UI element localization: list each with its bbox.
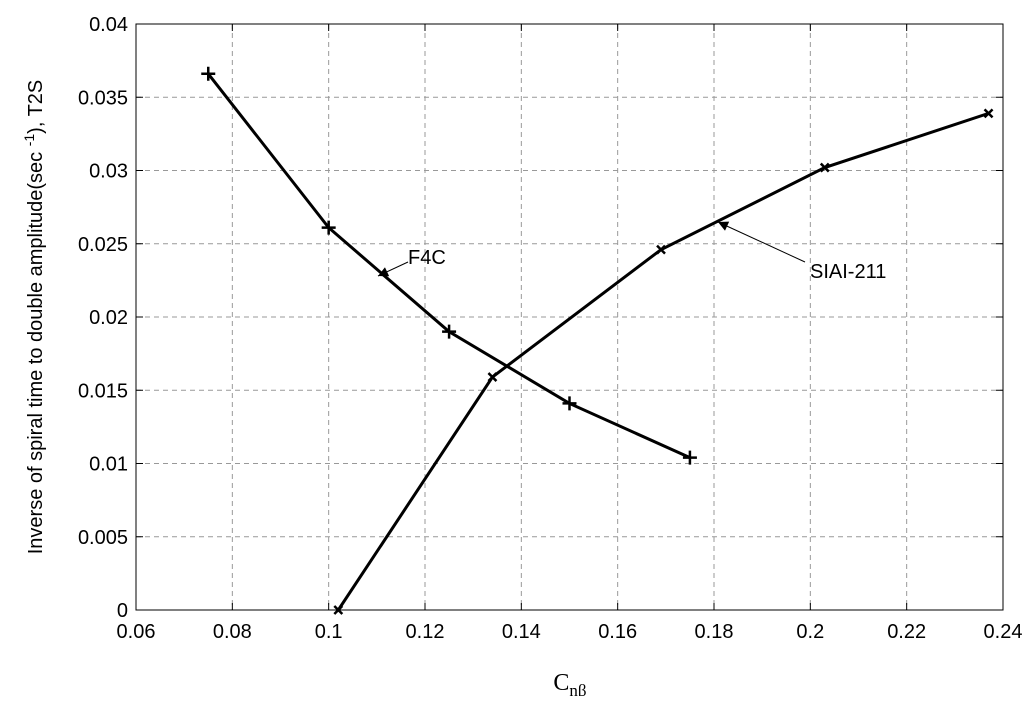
point-marker <box>487 372 498 382</box>
y-axis-label: Inverse of spiral time to double amplitu… <box>21 80 47 555</box>
annotation: SIAI-211 <box>810 261 886 283</box>
series-line <box>337 111 990 611</box>
x-label-main: C <box>553 670 569 696</box>
x-label-sub: nβ <box>569 681 586 696</box>
x-tick-label: 0.12 <box>406 621 445 643</box>
annotation-arrow <box>377 261 409 277</box>
y-tick-label: 0.005 <box>78 527 128 549</box>
x-tick-label: 0.24 <box>984 621 1023 643</box>
x-tick-label: 0.08 <box>213 621 252 643</box>
x-tick-label: 0.14 <box>502 621 541 643</box>
x-tick-label: 0.1 <box>315 621 343 643</box>
y-tick-label: 0.02 <box>89 307 128 329</box>
annotation: F4C <box>408 247 446 269</box>
x-tick-label: 0.18 <box>695 621 734 643</box>
point-marker <box>333 605 344 615</box>
y-tick-label: 0.035 <box>78 87 128 109</box>
y-label-sup: -1 <box>21 134 37 147</box>
point-marker <box>442 324 457 339</box>
y-tick-label: 0 <box>117 600 128 622</box>
y-tick-label: 0.015 <box>78 380 128 402</box>
point-marker <box>983 108 994 119</box>
y-tick-label: 0.03 <box>89 161 128 183</box>
y-label-main: Inverse of spiral time to double amplitu… <box>25 146 47 554</box>
x-tick-label: 0.16 <box>598 621 637 643</box>
y-tick-label: 0.025 <box>78 234 128 256</box>
x-axis-label: Cnβ <box>553 670 586 696</box>
series-line <box>207 72 691 460</box>
point-marker <box>321 220 336 235</box>
point-marker <box>656 244 666 255</box>
y-label-end: ), T2S <box>25 80 47 134</box>
y-tick-label: 0.01 <box>89 454 128 476</box>
point-marker <box>201 66 216 81</box>
x-tick-label: 0.2 <box>796 621 824 643</box>
point-marker <box>682 450 697 465</box>
plot-frame <box>135 23 1004 611</box>
x-tick-label: 0.22 <box>887 621 926 643</box>
point-marker <box>562 396 577 411</box>
y-tick-label: 0.04 <box>89 14 128 36</box>
point-marker <box>819 162 830 173</box>
x-tick-label: 0.06 <box>117 621 156 643</box>
annotation-arrow <box>717 221 806 263</box>
